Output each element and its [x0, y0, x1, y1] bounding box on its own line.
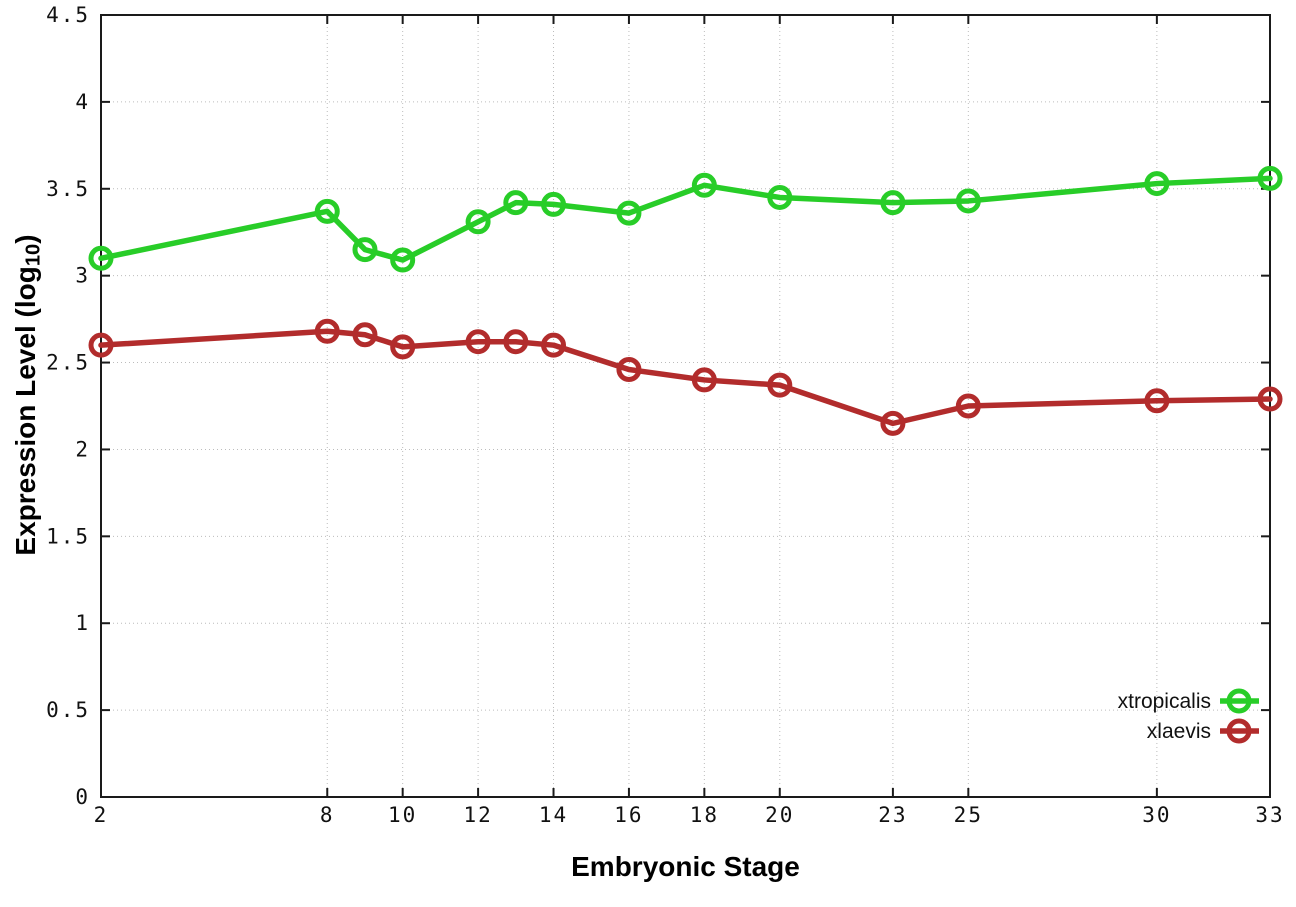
data-point-xlaevis-33 [1257, 386, 1283, 412]
y-tick-label: 4 [75, 90, 90, 114]
data-point-xlaevis-2 [88, 332, 114, 358]
x-tick-label: 18 [690, 803, 719, 827]
x-tick-label: 23 [878, 803, 907, 827]
series-line-xlaevis [98, 328, 1273, 427]
data-point-xtropicalis-10 [390, 247, 416, 273]
y-tick-label: 4.5 [46, 3, 90, 27]
data-point-xlaevis-8 [314, 318, 340, 344]
y-tick-label: 1 [75, 611, 90, 635]
data-point-xtropicalis-13 [503, 190, 529, 216]
plot-border [100, 14, 1271, 798]
x-tick-label: 8 [320, 803, 335, 827]
y-tick-label: 2.5 [46, 351, 90, 375]
x-tick-label: 25 [954, 803, 983, 827]
x-axis-title: Embryonic Stage [571, 851, 800, 882]
data-point-xtropicalis-20 [767, 184, 793, 210]
data-point-xlaevis-30 [1144, 388, 1170, 414]
data-point-xlaevis-14 [541, 332, 567, 358]
data-point-xtropicalis-12 [465, 209, 491, 235]
data-point-xlaevis-20 [767, 372, 793, 398]
y-axis-title: Expression Level (log10) [10, 0, 44, 795]
data-point-xtropicalis-23 [880, 190, 906, 216]
data-point-xlaevis-18 [691, 367, 717, 393]
legend-label-xlaevis: xlaevis [1147, 720, 1211, 743]
x-tick-label: 33 [1255, 803, 1284, 827]
data-point-xlaevis-9 [352, 322, 378, 348]
data-point-xtropicalis-16 [616, 200, 642, 226]
series-line-xtropicalis [98, 175, 1273, 263]
y-tick-label: 2 [75, 437, 90, 461]
data-point-xlaevis-13 [503, 329, 529, 355]
y-tick-label: 3.5 [46, 177, 90, 201]
y-tick-label: 0.5 [46, 698, 90, 722]
y-tick-label: 1.5 [46, 524, 90, 548]
data-point-xtropicalis-8 [314, 198, 340, 224]
data-point-xtropicalis-33 [1257, 165, 1283, 191]
data-point-xlaevis-23 [880, 410, 906, 436]
y-axis-title-subscript: 10 [22, 243, 45, 267]
x-tick-label: 20 [765, 803, 794, 827]
data-point-xtropicalis-30 [1144, 171, 1170, 197]
data-point-xtropicalis-14 [541, 191, 567, 217]
data-point-xlaevis-25 [955, 393, 981, 419]
y-axis-title-text: Expression Level (log [10, 266, 41, 556]
x-tick-label: 12 [463, 803, 492, 827]
data-point-xtropicalis-9 [352, 237, 378, 263]
data-point-xlaevis-12 [465, 329, 491, 355]
y-tick-label: 0 [75, 785, 90, 809]
legend-marker-xtropicalis [1226, 688, 1252, 714]
data-point-xtropicalis-18 [691, 172, 717, 198]
legend-label-xtropicalis: xtropicalis [1118, 690, 1211, 713]
data-point-xlaevis-10 [390, 334, 416, 360]
x-tick-label: 16 [614, 803, 643, 827]
legend-marker-xlaevis [1226, 718, 1252, 744]
data-point-xtropicalis-25 [955, 188, 981, 214]
x-tick-label: 10 [388, 803, 417, 827]
y-tick-label: 3 [75, 264, 90, 288]
x-tick-label: 30 [1142, 803, 1171, 827]
data-point-xlaevis-16 [616, 357, 642, 383]
data-point-xtropicalis-2 [88, 245, 114, 271]
x-tick-label: 2 [94, 803, 109, 827]
y-axis-title-suffix: ) [10, 234, 41, 244]
x-tick-label: 14 [539, 803, 568, 827]
